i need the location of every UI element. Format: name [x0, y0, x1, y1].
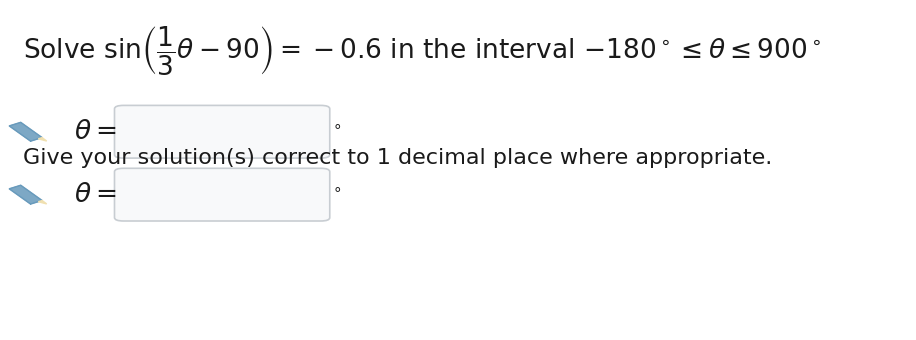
Text: $\mathsf{Solve\ sin}\left(\dfrac{1}{3}\theta - 90\right) = -0.6\ \mathsf{in\ the: $\mathsf{Solve\ sin}\left(\dfrac{1}{3}\t… [23, 24, 822, 77]
FancyBboxPatch shape [114, 168, 330, 221]
Polygon shape [9, 185, 42, 204]
Polygon shape [38, 201, 47, 204]
Polygon shape [38, 138, 47, 141]
Text: $\theta =$: $\theta =$ [74, 182, 116, 208]
Text: $\theta =$: $\theta =$ [74, 119, 116, 145]
Text: $\circ$: $\circ$ [332, 180, 341, 196]
Polygon shape [9, 122, 42, 141]
Text: $\circ$: $\circ$ [332, 117, 341, 133]
FancyBboxPatch shape [114, 105, 330, 158]
Text: Give your solution(s) correct to 1 decimal place where appropriate.: Give your solution(s) correct to 1 decim… [23, 148, 772, 168]
